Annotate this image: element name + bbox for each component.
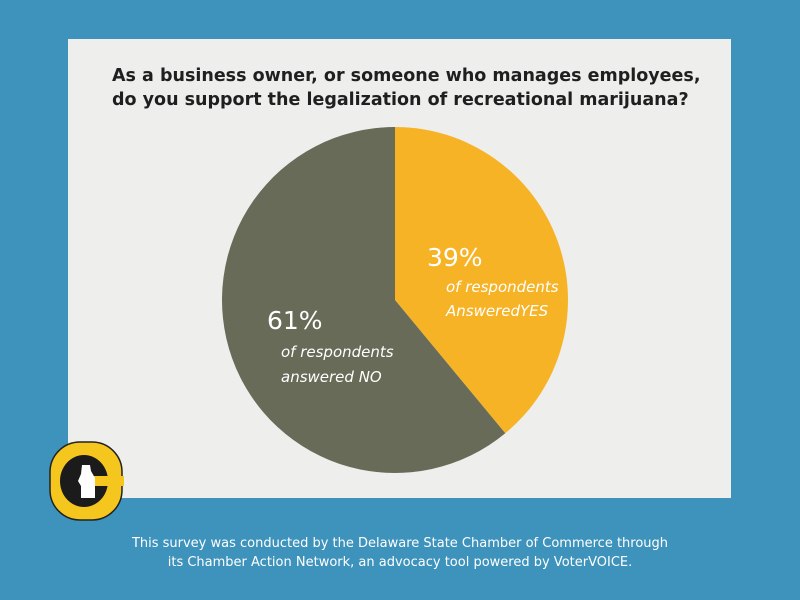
pie-chart: 39% of respondents AnsweredYES 61% of re… [221,127,568,473]
no-description-line-1: of respondents [281,343,394,361]
pie-slice-no [221,127,506,473]
chart-title-line-2: do you support the legalization of recre… [112,90,689,110]
yes-description-line-1: of respondents [446,278,559,296]
pie-slice-yes [395,127,568,434]
pie-slices [221,127,568,473]
yes-percent-label: 39% [427,243,483,272]
chart-title-line-1: As a business owner, or someone who mana… [112,66,701,86]
delaware-state-chamber-logo-icon [49,441,124,521]
chart-card: As a business owner, or someone who mana… [68,39,731,498]
no-description-line-2: answered NO [281,368,382,386]
no-percent-label: 61% [267,306,323,335]
yes-description-line-2: AnsweredYES [445,302,549,320]
footer-line-1: This survey was conducted by the Delawar… [131,536,669,551]
chart-title: As a business owner, or someone who mana… [112,64,712,112]
survey-footer: This survey was conducted by the Delawar… [0,534,800,572]
footer-line-2: its Chamber Action Network, an advocacy … [167,555,633,570]
